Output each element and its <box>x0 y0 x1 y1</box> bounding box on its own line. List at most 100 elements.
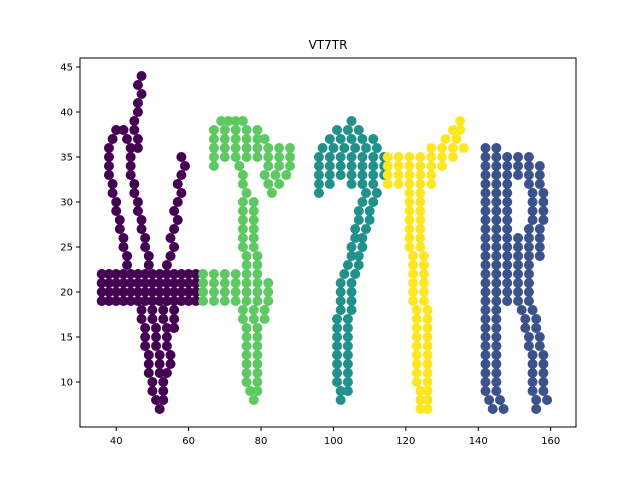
data-point <box>415 170 426 180</box>
data-point <box>368 179 379 189</box>
data-point <box>404 161 415 171</box>
data-point <box>183 287 194 297</box>
data-point <box>161 269 172 279</box>
data-point <box>513 242 524 252</box>
data-point <box>237 305 248 315</box>
data-point <box>332 314 343 324</box>
y-tick-label: 15 <box>60 333 73 344</box>
data-point <box>132 296 143 306</box>
data-point <box>491 359 502 369</box>
data-point <box>523 161 534 171</box>
data-point <box>513 296 524 306</box>
data-point <box>408 278 419 288</box>
data-point <box>140 242 151 252</box>
data-point <box>237 179 248 189</box>
data-point <box>480 341 491 351</box>
data-point <box>161 368 172 378</box>
data-point <box>404 224 415 234</box>
data-point <box>523 332 534 342</box>
data-point <box>284 152 295 162</box>
data-point <box>353 260 364 270</box>
data-point <box>534 332 545 342</box>
data-point <box>248 242 259 252</box>
data-point <box>342 359 353 369</box>
data-point <box>513 161 524 171</box>
data-point <box>208 134 219 144</box>
data-point <box>122 251 133 261</box>
data-point <box>103 278 114 288</box>
data-point <box>393 170 404 180</box>
data-point <box>411 305 422 315</box>
data-point <box>270 170 281 180</box>
data-point <box>523 296 534 306</box>
data-point <box>158 305 169 315</box>
data-point <box>491 314 502 324</box>
data-point <box>415 215 426 225</box>
data-point <box>313 179 324 189</box>
data-point <box>122 260 133 270</box>
data-point <box>136 305 147 315</box>
data-point <box>534 161 545 171</box>
data-point <box>523 278 534 288</box>
data-point <box>480 161 491 171</box>
data-point <box>252 260 263 270</box>
data-point <box>422 395 433 405</box>
data-point <box>426 161 437 171</box>
data-point <box>179 161 190 171</box>
data-point <box>140 278 151 288</box>
data-point <box>480 368 491 378</box>
data-point <box>408 260 419 270</box>
data-point <box>158 314 169 324</box>
data-point <box>531 395 542 405</box>
data-point <box>118 269 129 279</box>
data-point <box>346 179 357 189</box>
data-point <box>523 233 534 243</box>
data-point <box>335 278 346 288</box>
data-point <box>198 269 209 279</box>
data-point <box>513 278 524 288</box>
y-axis: 10 15 20 25 30 35 40 45 <box>60 63 80 389</box>
data-point <box>404 188 415 198</box>
data-point <box>165 233 176 243</box>
data-point <box>96 296 107 306</box>
data-point <box>169 269 180 279</box>
data-point <box>248 215 259 225</box>
data-point <box>252 134 263 144</box>
data-point <box>313 188 324 198</box>
data-point <box>502 233 513 243</box>
data-point <box>538 377 549 387</box>
data-point <box>111 206 122 216</box>
data-point <box>118 296 129 306</box>
data-point <box>252 359 263 369</box>
data-point <box>324 134 335 144</box>
data-point <box>132 278 143 288</box>
data-point <box>118 233 129 243</box>
data-point <box>230 152 241 162</box>
data-point <box>237 206 248 216</box>
data-point <box>335 395 346 405</box>
data-point <box>263 152 274 162</box>
data-point <box>357 161 368 171</box>
data-point <box>422 377 433 387</box>
data-point <box>480 305 491 315</box>
data-point <box>527 350 538 360</box>
series-1 <box>198 116 295 405</box>
data-point <box>169 242 180 252</box>
data-point <box>491 332 502 342</box>
series-2 <box>313 116 390 405</box>
data-point <box>480 296 491 306</box>
data-point <box>491 143 502 153</box>
data-point <box>241 341 252 351</box>
data-point <box>342 377 353 387</box>
data-point <box>480 179 491 189</box>
data-point <box>125 152 136 162</box>
data-point <box>335 305 346 315</box>
data-point <box>491 350 502 360</box>
data-point <box>263 287 274 297</box>
data-point <box>491 305 502 315</box>
data-point <box>415 404 426 414</box>
data-point <box>527 359 538 369</box>
data-point <box>415 179 426 189</box>
data-point <box>350 269 361 279</box>
